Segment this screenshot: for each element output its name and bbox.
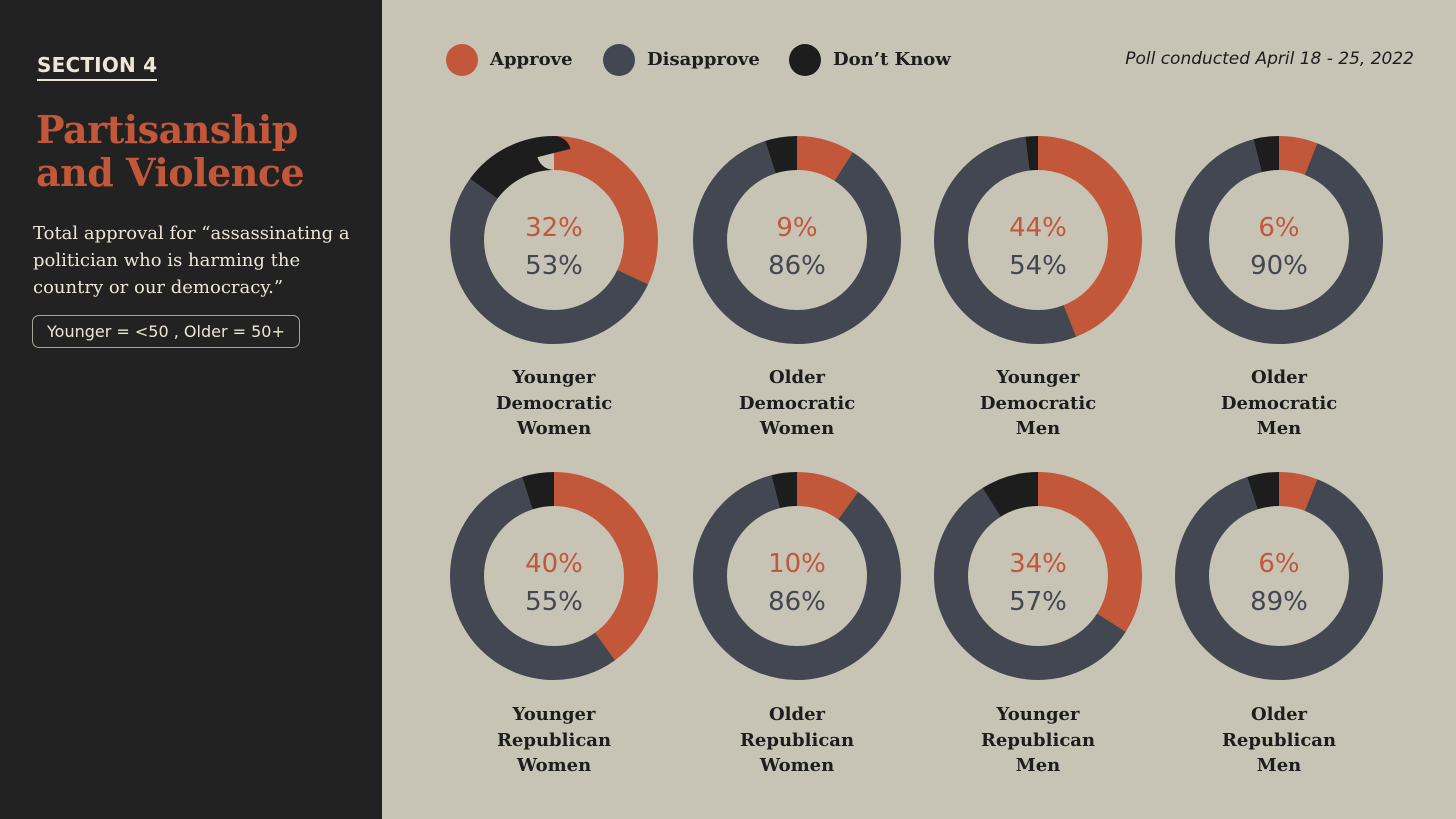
approve-percent-label: 10% — [768, 549, 826, 579]
chart-group-label: Older Republican Men — [1184, 702, 1374, 779]
approve-percent-label: 9% — [776, 213, 817, 243]
donut-chart-6: 10%86% — [693, 472, 901, 680]
chart-group-label-line3: Women — [759, 755, 835, 776]
chart-group-label-line2: Democratic — [495, 392, 613, 414]
approve-swatch — [446, 44, 478, 76]
chart-group-label-line3: Men — [1015, 755, 1061, 776]
chart-group-label: Younger Democratic Women — [459, 365, 649, 442]
donut-chart-5: 40%55% — [450, 472, 658, 680]
approve-percent-label: 6% — [1258, 213, 1299, 243]
approve-percent-label: 6% — [1258, 549, 1299, 579]
donut-segment-dont-know — [934, 472, 1142, 680]
chart-group-label: Younger Republican Men — [943, 702, 1133, 779]
chart-group-label-line1: Older — [768, 367, 826, 388]
disapprove-percent-label: 57% — [1009, 587, 1067, 617]
chart-group-label-line1: Younger — [512, 367, 596, 388]
poll-date: Poll conducted April 18 - 25, 2022 — [1125, 49, 1414, 69]
sidebar: SECTION 4 Partisanship and Violence Tota… — [0, 0, 382, 819]
chart-subtitle: Total approval for “assassinating a poli… — [33, 223, 350, 298]
chart-group-label-line3: Women — [759, 418, 835, 439]
chart-group-label: Younger Republican Women — [459, 702, 649, 779]
chart-group-label-line3: Women — [516, 755, 592, 776]
donut-segment-dont-know — [934, 136, 1142, 344]
donut-segment-dont-know — [693, 136, 901, 344]
disapprove-percent-label: 90% — [1250, 251, 1308, 281]
chart-group-label-line2: Democratic — [1220, 392, 1338, 414]
chart-group-label-line1: Older — [1250, 367, 1308, 388]
chart-group-label-line1: Younger — [996, 704, 1080, 725]
disapprove-percent-label: 55% — [525, 587, 583, 617]
disapprove-percent-label: 53% — [525, 251, 583, 281]
title-line-1: Partisanship — [36, 107, 298, 152]
chart-group-label-line3: Men — [1015, 418, 1061, 439]
donut-segment-disapprove — [693, 472, 901, 680]
donut-segment-dont-know — [693, 472, 901, 680]
legend-label-approve: Approve — [490, 49, 573, 70]
approve-percent-label: 34% — [1009, 549, 1067, 579]
donut-segment-dont-know — [1175, 472, 1383, 680]
donut-segment-disapprove — [934, 136, 1142, 344]
donut-segment-disapprove — [450, 472, 658, 680]
disapprove-percent-label: 54% — [1009, 251, 1067, 281]
chart-group-label-line3: Men — [1256, 755, 1302, 776]
chart-group-label-line2: Republican — [739, 729, 855, 751]
legend-label-dont-know: Don’t Know — [833, 49, 951, 70]
chart-group-label-line1: Younger — [996, 367, 1080, 388]
chart-group-label-line3: Women — [516, 418, 592, 439]
donut-segment-disapprove — [1175, 136, 1383, 344]
page-title: Partisanship and Violence — [36, 108, 366, 194]
section-label: SECTION 4 — [37, 53, 158, 81]
approve-percent-label: 40% — [525, 549, 583, 579]
donut-chart-3: 44%54% — [934, 136, 1142, 344]
donut-chart-4: 6%90% — [1175, 136, 1383, 344]
disapprove-percent-label: 86% — [768, 587, 826, 617]
donut-chart-2: 9%86% — [693, 136, 901, 344]
chart-group-label-line2: Republican — [496, 729, 612, 751]
chart-group-label: Older Democratic Men — [1184, 365, 1374, 442]
chart-group-label-line1: Older — [768, 704, 826, 725]
title-line-2: and Violence — [36, 150, 305, 195]
chart-group-label-line2: Republican — [1221, 729, 1337, 751]
approve-percent-label: 44% — [1009, 213, 1067, 243]
chart-group-label-line2: Republican — [980, 729, 1096, 751]
donut-segment-dont-know — [1175, 136, 1383, 344]
chart-group-label-line1: Older — [1250, 704, 1308, 725]
chart-group-label: Younger Democratic Men — [943, 365, 1133, 442]
age-definition-badge: Younger = <50 , Older = 50+ — [32, 315, 300, 348]
donut-chart-8: 6%89% — [1175, 472, 1383, 680]
approve-percent-label: 32% — [525, 213, 583, 243]
donut-segment-dont-know — [450, 136, 658, 344]
dont-know-swatch — [789, 44, 821, 76]
disapprove-percent-label: 86% — [768, 251, 826, 281]
legend-label-disapprove: Disapprove — [647, 49, 760, 70]
chart-group-label-line1: Younger — [512, 704, 596, 725]
chart-group-label-line2: Democratic — [979, 392, 1097, 414]
donut-chart-7: 34%57% — [934, 472, 1142, 680]
chart-group-label-line2: Democratic — [738, 392, 856, 414]
disapprove-swatch — [603, 44, 635, 76]
donut-segment-disapprove — [693, 136, 901, 344]
chart-group-label: Older Republican Women — [702, 702, 892, 779]
donut-segment-disapprove — [450, 136, 658, 344]
donut-segment-disapprove — [934, 472, 1142, 680]
disapprove-percent-label: 89% — [1250, 587, 1308, 617]
donut-segment-disapprove — [1175, 472, 1383, 680]
chart-group-label: Older Democratic Women — [702, 365, 892, 442]
chart-group-label-line3: Men — [1256, 418, 1302, 439]
donut-chart-1: 32%53% — [450, 136, 658, 344]
donut-segment-dont-know — [450, 472, 658, 680]
